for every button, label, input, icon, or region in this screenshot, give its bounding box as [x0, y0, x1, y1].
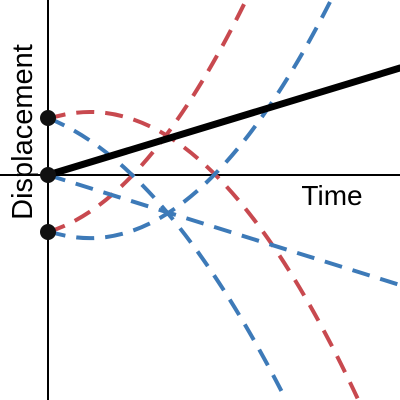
blue-curve — [47, 1, 332, 241]
start-point — [40, 110, 56, 126]
black-line — [44, 64, 400, 179]
x-axis-label: Time — [301, 180, 362, 211]
y-axis-label: Displacement — [7, 44, 39, 220]
red-curve — [47, 109, 361, 400]
start-point — [40, 224, 56, 240]
red-curve — [47, 0, 249, 234]
blue-line — [47, 173, 400, 287]
start-point — [40, 167, 56, 183]
